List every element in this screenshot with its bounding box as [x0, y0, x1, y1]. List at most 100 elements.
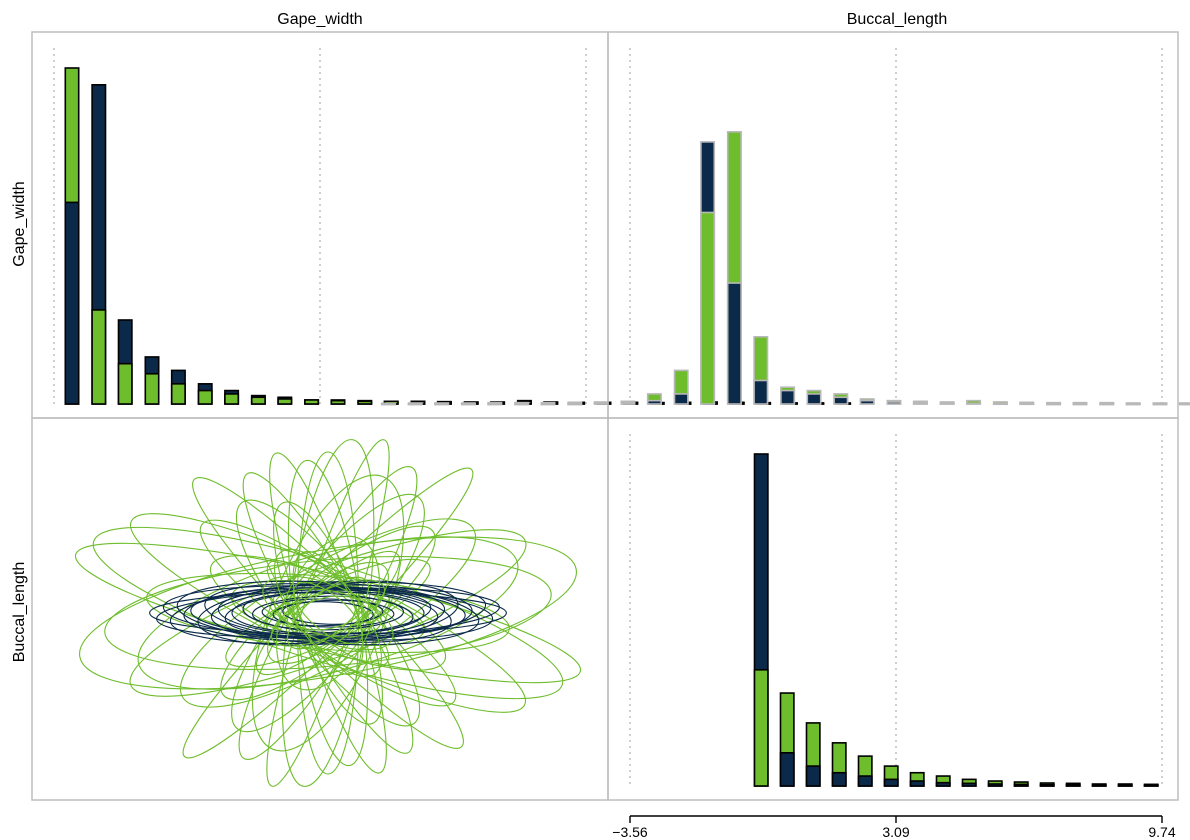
column-header-1: Gape_width	[277, 11, 362, 28]
panel-12-bar-s0-27	[1099, 403, 1115, 406]
panel-21-ellipse-b-inner-9	[293, 595, 363, 631]
panel-21-ellipse-b-inner-6	[274, 588, 382, 638]
x-tick-label-1: 3.09	[882, 824, 909, 840]
panel-buccal-gape	[380, 31, 1190, 419]
panel-12-bar-s0-3	[460, 403, 476, 406]
panel-12-bar-s0-5	[514, 403, 530, 406]
panel-21-ellipse-b-6	[146, 572, 510, 654]
panel-12-bar-s0-4	[487, 403, 503, 406]
panel-21-ellipse-a-3	[169, 581, 487, 645]
panel-12-bar-s0-11	[673, 393, 689, 405]
panel-11-bar-s1-10	[330, 399, 346, 405]
panel-12-bar-s0-19	[886, 401, 902, 405]
panel-11-bar-s1-8	[277, 398, 293, 405]
panel-21-ellipse-a-2	[162, 585, 494, 641]
panel-22-bar-s0-13	[1091, 784, 1107, 787]
panel-12-bar-s0-1	[407, 403, 423, 406]
panel-12-bar-s0-26	[1072, 403, 1088, 406]
panel-12-bar-s0-24	[1019, 402, 1035, 406]
panel-22-bar-s1-0	[753, 668, 769, 787]
panel-22-bar-s0-3	[831, 771, 847, 787]
panel-21-ellipse-b-18	[296, 451, 360, 775]
panel-21-ellipse-b-8	[179, 518, 477, 708]
panel-12-bar-s1-12	[700, 211, 716, 405]
panel-21-ellipse-b-inner-3	[276, 535, 380, 691]
panel-21-ellipse-b-inner-7	[286, 576, 370, 650]
panel-21-ellipse-b-inner-4	[292, 550, 364, 676]
panel-21-ellipse-b-24	[273, 501, 383, 725]
panel-21-ellipse-a-16	[272, 599, 384, 627]
panel-22-bar-s0-15	[1143, 784, 1159, 787]
panel-22-bar-s0-11	[1039, 783, 1055, 787]
panel-21-ellipse-b-12	[238, 465, 418, 761]
panel-22-bar-s0-2	[805, 765, 821, 787]
panel-21-ellipse-b-15	[269, 452, 387, 774]
panel-12-bar-s0-15	[780, 389, 796, 405]
panel-21-ellipse-b-27	[255, 550, 401, 676]
panel-12-bar-s0-17	[833, 396, 849, 405]
panel-11-bar-s1-9	[304, 399, 320, 405]
panel-22-bar-s0-10	[1013, 783, 1029, 787]
panel-11-bar-s1-4	[170, 383, 186, 405]
panel-12-bar-s0-10	[646, 399, 662, 405]
panel-22-bar-s0-6	[909, 780, 925, 787]
panel-21-ellipse-a-9	[210, 586, 446, 640]
panel-buccal-buccal	[607, 417, 1179, 801]
panel-12-bar-s0-8	[593, 402, 609, 405]
panel-12-frame	[607, 31, 1179, 419]
panel-12-bar-s0-9	[620, 401, 636, 405]
panel-12-bar-s0-20	[912, 401, 928, 405]
panel-11-bar-s1-2	[117, 362, 133, 405]
panel-12-bar-s0-28	[1125, 403, 1141, 406]
x-axis: −3.56 3.09 9.74	[612, 815, 1176, 840]
panel-11-bar-s1-1	[91, 309, 107, 405]
panel-21-ellipse-a-17	[282, 601, 374, 625]
panel-12-bar-s0-2	[434, 403, 450, 406]
row-header-1: Gape_width	[11, 181, 28, 266]
panel-21-ellipse-a-12	[231, 591, 425, 635]
panel-21-ellipse-a-8	[204, 583, 452, 643]
panel-12-bar-s0-30	[1178, 403, 1190, 406]
panel-12-bar-s0-18	[859, 399, 875, 405]
x-tick-label-0: −3.56	[612, 824, 648, 840]
panel-12-bar-s0-14	[753, 379, 769, 405]
panel-21-ellipse-b-inner-2	[262, 575, 394, 651]
column-header-2: Buccal_length	[847, 11, 948, 28]
panel-12-bar-s0-13	[726, 282, 742, 405]
panel-11-bar-s0-0	[64, 201, 80, 405]
panel-12-bar-s0-21	[939, 402, 955, 405]
panel-21-ellipse-b-1	[92, 526, 564, 700]
panel-12-bar-s0-23	[992, 402, 1008, 406]
panel-12-bar-s0-16	[806, 393, 822, 405]
panel-21-ellipse-a-14	[252, 595, 404, 631]
panel-11-bar-s1-11	[357, 400, 373, 405]
row-header-2: Buccal_length	[11, 562, 28, 663]
panel-22-bar-s0-8	[961, 782, 977, 787]
panel-21-ellipse-b-inner-8	[293, 581, 363, 645]
panel-22-frame	[607, 417, 1179, 801]
panel-22-bar-s0-9	[987, 783, 1003, 787]
panel-21-frame	[31, 417, 609, 801]
panel-22-bar-s0-4	[857, 775, 873, 787]
panel-22-bar-s0-12	[1065, 783, 1081, 787]
panel-22-bar-s0-1	[779, 751, 795, 787]
panel-12-bar-s0-29	[1152, 403, 1168, 406]
panel-21-ellipse-b-20	[235, 499, 421, 727]
panel-11-bar-s1-3	[144, 372, 160, 405]
panel-21-ellipse-a-10	[217, 588, 439, 638]
panel-12-bar-s0-22	[966, 402, 982, 405]
panel-gape-buccal	[31, 417, 609, 801]
panel-12-bar-s0-6	[540, 403, 556, 406]
panel-22-bar-s0-14	[1117, 784, 1133, 787]
panel-21-ellipse-b-19	[231, 493, 425, 733]
panel-22-bar-s0-5	[883, 778, 899, 787]
panel-11-bar-s1-5	[197, 389, 213, 405]
panel-21-ellipse-b-17	[287, 459, 369, 767]
panel-21-ellipse-b-29	[265, 589, 391, 637]
panel-21-ellipse-b-16	[281, 439, 375, 787]
panel-22-bar-s0-7	[935, 781, 951, 787]
panel-21-ellipse-b-0	[74, 542, 582, 684]
panel-21-ellipse-a-15	[261, 598, 395, 628]
panel-21-ellipse-b-4	[129, 529, 527, 697]
